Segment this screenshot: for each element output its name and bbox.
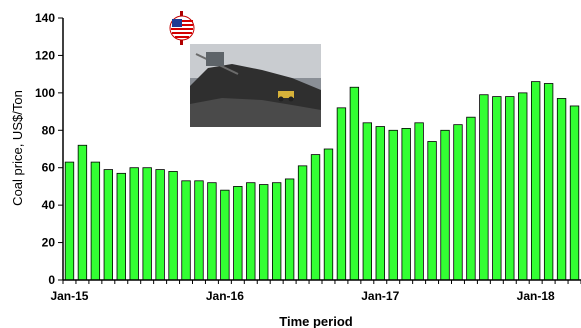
x-tick-label-1: Jan-16	[206, 289, 244, 303]
bar-4	[116, 172, 126, 281]
bar-25	[388, 129, 398, 281]
bar-16	[271, 182, 282, 281]
y-tick-label-1: 20	[42, 236, 56, 250]
y-ticks-group: 0 20 40 60 80 100 120 140	[35, 11, 63, 287]
bar-1	[77, 144, 88, 281]
bar-3	[103, 169, 114, 281]
bar-24	[375, 126, 385, 281]
bar-35	[518, 92, 528, 281]
bar-5	[129, 167, 139, 281]
bar-2	[90, 161, 101, 281]
bar-29	[440, 129, 450, 281]
y-tick-label-4: 80	[42, 123, 56, 137]
bar-19	[310, 154, 321, 281]
bar-21	[336, 107, 347, 281]
x-tick-label-2: Jan-17	[361, 289, 399, 303]
bar-32	[479, 94, 489, 281]
bar-28	[427, 141, 437, 281]
y-tick-label-5: 100	[35, 86, 55, 100]
x-axis-title: Time period	[279, 314, 353, 328]
bar-14	[246, 182, 256, 281]
bar-30	[453, 124, 463, 281]
bar-26	[401, 128, 411, 281]
y-tick-label-3: 60	[42, 161, 56, 175]
bar-6	[142, 167, 152, 281]
bar-34	[505, 96, 515, 281]
bar-36	[531, 81, 541, 281]
bar-20	[323, 148, 334, 281]
bar-31	[466, 116, 476, 281]
bar-33	[492, 96, 502, 281]
bar-13	[233, 186, 243, 281]
bar-11	[207, 182, 217, 281]
bar-17	[284, 178, 295, 281]
bar-9	[181, 180, 191, 281]
bars-group	[64, 81, 580, 281]
bar-23	[362, 122, 372, 281]
bar-27	[414, 122, 424, 281]
y-tick-label-6: 120	[35, 48, 55, 62]
x-ticks-group: Jan-15 Jan-16 Jan-17 Jan-18	[50, 280, 581, 303]
bar-22	[349, 86, 360, 281]
x-tick-label-0: Jan-15	[50, 289, 88, 303]
bar-12	[220, 189, 230, 281]
bar-8	[168, 171, 178, 281]
bar-10	[194, 180, 204, 281]
bar-0	[64, 161, 75, 281]
coal-mine-photo	[190, 44, 321, 127]
us-flag-dollar-icon	[169, 11, 195, 45]
bar-37	[543, 83, 554, 281]
y-tick-label-2: 40	[42, 198, 56, 212]
bar-18	[297, 165, 308, 281]
y-axis-title: Coal price, US$/Ton	[10, 90, 25, 206]
bar-15	[259, 184, 269, 281]
axes-group	[62, 18, 581, 281]
x-tick-label-3: Jan-18	[517, 289, 555, 303]
bar-39	[569, 105, 580, 281]
bar-38	[556, 98, 567, 281]
y-tick-label-7: 140	[35, 11, 55, 25]
y-tick-label-0: 0	[48, 273, 55, 287]
bar-7	[155, 169, 165, 281]
